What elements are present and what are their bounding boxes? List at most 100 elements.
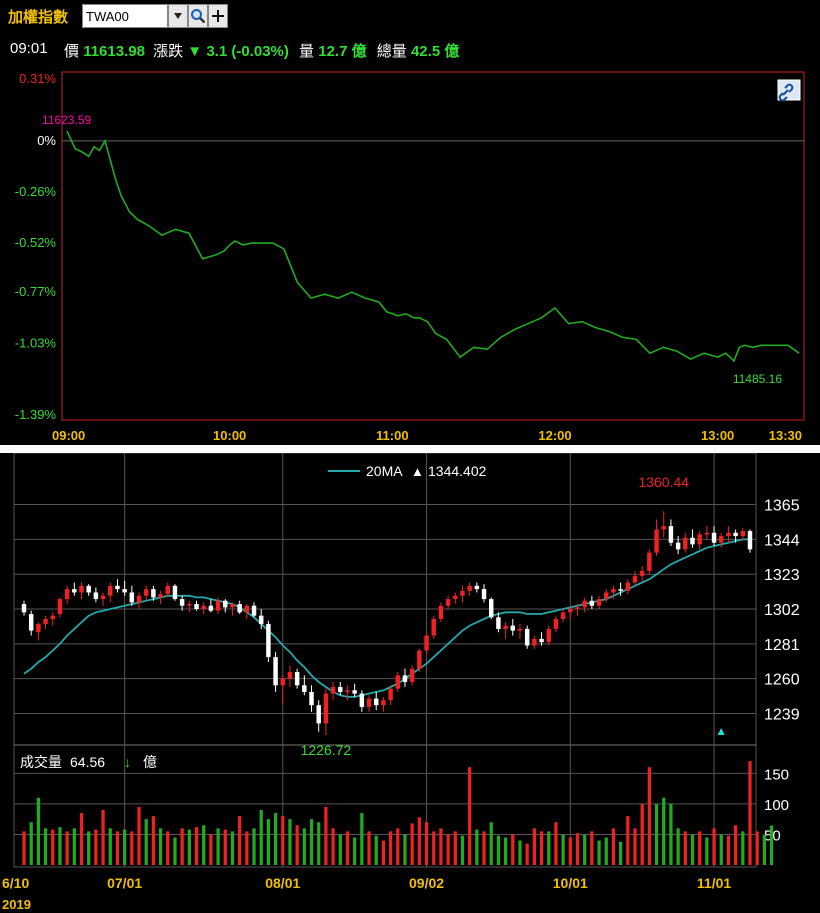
candle-body [417, 650, 422, 669]
volume-bar [29, 822, 33, 865]
candle-body [524, 628, 530, 646]
volume-bar [252, 828, 256, 865]
candle-body [215, 600, 221, 611]
chart-frame [13, 453, 757, 868]
candle-body [302, 685, 307, 692]
search-button[interactable] [188, 4, 208, 28]
x-tick-label: 10:00 [213, 428, 246, 443]
volume-bar [568, 837, 572, 865]
volume-bar [367, 831, 371, 865]
volume-bar [662, 797, 666, 865]
volume-bar [482, 831, 486, 865]
candle-body [431, 618, 436, 636]
candle-body [546, 628, 551, 643]
volume-bar [72, 828, 76, 865]
candle-body [115, 585, 120, 590]
volume-bar [453, 831, 457, 865]
volume-bar [245, 831, 249, 865]
candle-body [50, 615, 55, 619]
candle-body [668, 526, 674, 543]
volume-value: 12.7 億 [318, 43, 367, 60]
symbol-dropdown-button[interactable] [168, 4, 188, 28]
candle-body [582, 600, 587, 608]
symbol-input[interactable] [83, 5, 169, 27]
candle-body [294, 672, 300, 686]
candle-body [481, 589, 487, 600]
candle-body [352, 690, 357, 694]
candle-body [201, 605, 206, 610]
candle-body [611, 589, 616, 593]
volume-bar [626, 816, 630, 865]
candle-body [345, 690, 350, 692]
price-label: 價 [64, 43, 80, 60]
volume-bar [439, 828, 443, 865]
candle-body [359, 693, 365, 707]
candle-body [453, 595, 458, 600]
candle-body [460, 590, 465, 596]
volume-bar [295, 825, 299, 865]
candle-body [733, 532, 738, 537]
add-button[interactable] [208, 4, 228, 28]
quote-time: 09:01 [10, 40, 48, 57]
volume-bar [144, 819, 148, 865]
candle-body [366, 698, 372, 707]
candle-body [338, 686, 343, 692]
price-tick-label: 1323 [764, 567, 800, 584]
symbol-field[interactable] [82, 4, 169, 28]
volume-bar [123, 829, 127, 865]
volume-bar [741, 831, 745, 865]
volume-bar [633, 828, 637, 865]
candle-body [381, 700, 386, 706]
volume-bar [583, 834, 587, 865]
volume-bar [654, 803, 659, 865]
volume-bar [532, 828, 536, 865]
volume-value: 64.56 [70, 754, 105, 770]
volume-bar [238, 816, 242, 865]
candle-body [194, 604, 199, 610]
volume-bar [202, 825, 206, 865]
volume-bar [432, 831, 436, 865]
candle-body [373, 698, 379, 706]
date-tick-label: 11/01 [697, 875, 731, 891]
price-tick-label: 1302 [764, 602, 800, 619]
period-high-label: 1360.44 [638, 474, 689, 490]
price-value: 11613.98 [83, 43, 145, 60]
volume-bar [417, 817, 421, 865]
volume-label: 成交量 [20, 754, 62, 770]
volume-bar [173, 837, 177, 865]
ma-legend-arrow: ▲ [411, 464, 424, 479]
candle-body [136, 595, 142, 603]
candle-body [129, 592, 135, 603]
volume-bar [209, 834, 213, 865]
date-tick-label: 6/10 [2, 875, 29, 891]
candle-body [747, 531, 753, 550]
volume-bar [94, 829, 98, 865]
candle-body [79, 585, 84, 593]
candle-body [575, 607, 580, 610]
volume-bar [36, 797, 40, 865]
volume-bar [676, 828, 680, 865]
volume-bar [381, 840, 386, 865]
volume-bar [403, 834, 407, 865]
volume-bar [302, 828, 306, 865]
candle-body [697, 534, 702, 545]
candle-body [208, 605, 214, 611]
candle-body [330, 686, 336, 694]
volume-bar [273, 813, 278, 865]
volume-bar [503, 837, 508, 865]
candle-body [539, 638, 544, 643]
volume-tick-label: 150 [764, 766, 789, 783]
total-volume-value: 42.5 億 [410, 43, 460, 60]
volume-bar [396, 828, 400, 865]
candle-body [179, 599, 185, 606]
volume-bar [712, 828, 716, 865]
volume-bar [130, 831, 134, 865]
candle-body [158, 594, 163, 598]
candle-body [719, 536, 724, 543]
candle-body [316, 705, 321, 724]
volume-bar [762, 834, 766, 865]
y-tick-label: -1.39% [15, 407, 57, 422]
candle-body [100, 595, 106, 600]
plot-frame [61, 71, 805, 421]
candle-body [704, 532, 710, 535]
